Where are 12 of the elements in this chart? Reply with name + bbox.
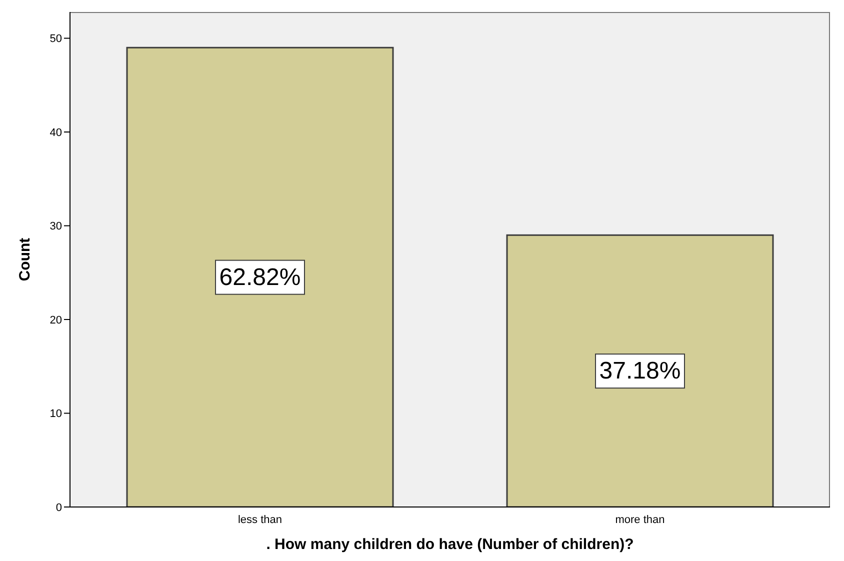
y-tick-label: 10 xyxy=(50,408,62,420)
y-tick-label: 50 xyxy=(50,33,62,46)
y-tick-label: 40 xyxy=(50,126,62,139)
y-tick-label: 30 xyxy=(50,220,62,233)
y-tick-label: 0 xyxy=(56,502,62,514)
x-tick-label: more than xyxy=(615,514,665,526)
y-tick-label: 20 xyxy=(50,314,62,326)
annotation: 37.18% xyxy=(599,358,681,385)
y-axis-title: Count xyxy=(16,238,34,282)
annotation: 62.82% xyxy=(219,264,301,291)
x-tick-label: less than xyxy=(238,514,282,526)
x-axis-title: . How many children do have (Number of children)? xyxy=(266,536,634,553)
